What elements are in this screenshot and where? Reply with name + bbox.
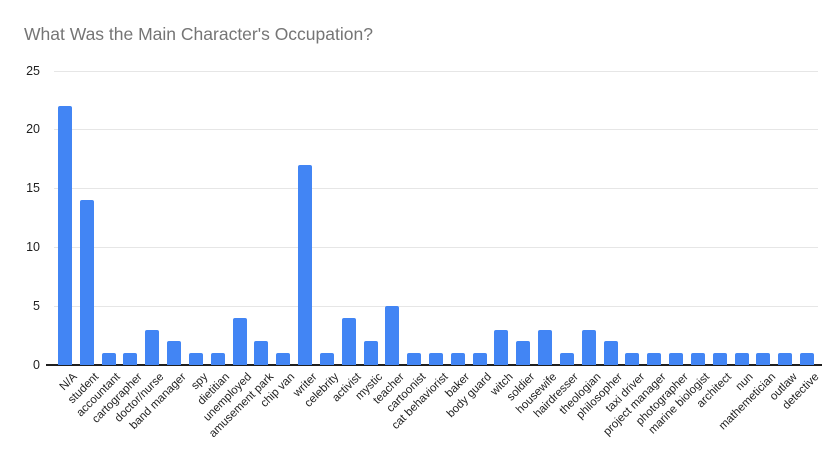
y-tick-label: 10	[26, 239, 40, 254]
bar	[57, 106, 72, 365]
bar	[516, 341, 531, 365]
bar	[538, 329, 553, 365]
gridline	[54, 70, 818, 72]
bar	[581, 329, 596, 365]
bar	[756, 353, 771, 365]
gridline	[54, 246, 818, 248]
bar	[647, 353, 662, 365]
bar	[712, 353, 727, 365]
y-tick-label: 5	[33, 298, 40, 313]
bar	[276, 353, 291, 365]
bar	[188, 353, 203, 365]
bar	[123, 353, 138, 365]
bar	[472, 353, 487, 365]
bar	[145, 329, 160, 365]
bar	[429, 353, 443, 365]
bar	[625, 353, 640, 365]
y-tick-label: 15	[26, 181, 40, 196]
y-tick-label: 20	[26, 122, 40, 137]
chart-title: What Was the Main Character's Occupation…	[24, 24, 373, 44]
bar	[232, 317, 247, 365]
bar	[494, 329, 509, 365]
bar	[210, 353, 225, 365]
bar	[79, 200, 94, 365]
bar	[254, 341, 269, 365]
bar	[800, 353, 815, 365]
bar	[778, 353, 793, 365]
y-tick-label: 25	[26, 63, 40, 78]
bar	[341, 317, 356, 365]
bar	[450, 353, 465, 365]
bar	[734, 353, 749, 365]
bar	[167, 341, 182, 365]
bar	[407, 353, 422, 365]
gridline	[54, 188, 818, 190]
gridline	[54, 305, 818, 307]
bar	[319, 353, 334, 365]
gridline	[54, 129, 818, 131]
bar	[363, 341, 378, 365]
bar	[298, 165, 313, 365]
y-tick-label: 0	[33, 357, 40, 372]
bar	[690, 353, 705, 365]
plot-area	[46, 70, 822, 366]
bar	[101, 353, 116, 365]
bar	[603, 341, 618, 365]
bar	[669, 353, 684, 365]
x-axis-line	[46, 364, 822, 366]
bar	[559, 353, 574, 365]
bar	[385, 306, 400, 365]
